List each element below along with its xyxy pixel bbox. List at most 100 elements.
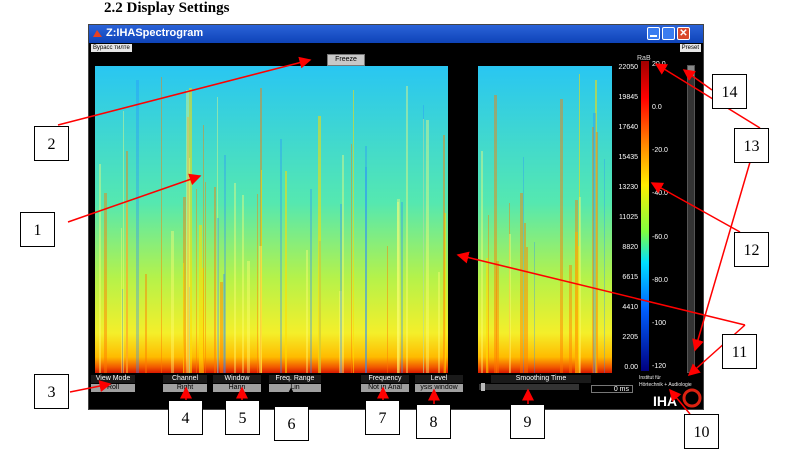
freq-tick: 8820: [622, 244, 638, 251]
spectral-streak: [488, 215, 489, 373]
spectral-streak: [438, 272, 440, 373]
freq-tick: 19845: [618, 94, 638, 101]
spectral-streak: [509, 234, 511, 373]
frequency-value[interactable]: Not in Anal: [361, 384, 409, 392]
spectral-streak: [596, 132, 598, 373]
menu-bar: Вурасс тилте Preset: [89, 43, 703, 53]
spectral-streak: [234, 183, 236, 373]
callout-11: 11: [722, 334, 757, 369]
app-icon: [93, 30, 102, 37]
spectral-streak: [443, 135, 445, 373]
freeze-button[interactable]: Freeze: [327, 54, 365, 66]
spectral-streak: [387, 246, 388, 373]
slider-knob[interactable]: [481, 383, 485, 391]
spectral-streak: [220, 282, 223, 373]
level-tick: -80.0: [652, 276, 668, 284]
window-control[interactable]: Window Hann: [213, 375, 261, 392]
maximize-button[interactable]: [662, 27, 675, 40]
spectral-streak: [189, 158, 190, 373]
logo-ring-icon: [682, 388, 702, 408]
level-tick: -100: [652, 319, 667, 327]
spectral-streak: [189, 287, 190, 373]
frequency-control[interactable]: Frequency Not in Anal: [361, 375, 409, 392]
spectral-streak: [122, 289, 123, 373]
view-mode-control[interactable]: View Mode Roll: [91, 375, 135, 392]
level-label: Level: [415, 375, 463, 383]
freq-tick: 6615: [622, 274, 638, 281]
smoothing-time-slider[interactable]: [479, 383, 579, 391]
channel-label: Channel: [163, 375, 207, 383]
spectral-streak: [242, 195, 244, 373]
spectral-streak: [569, 265, 572, 373]
spectral-streak: [397, 199, 400, 373]
callout-7: 7: [365, 400, 400, 435]
spectral-streak: [423, 105, 424, 373]
level-value[interactable]: ysis window: [415, 384, 463, 392]
level-scrollbar[interactable]: [687, 65, 695, 373]
spectral-streak: [340, 204, 342, 373]
spectrogram-right: [478, 66, 612, 373]
window-value[interactable]: Hann: [213, 384, 261, 392]
channel-value[interactable]: Right: [163, 384, 207, 392]
spectral-streak: [223, 274, 225, 373]
spectral-streak: [214, 187, 216, 373]
spectral-streak: [579, 197, 581, 373]
spectral-streak: [217, 97, 218, 373]
freq-range-value[interactable]: Lin: [269, 384, 321, 392]
preset-button[interactable]: Preset: [679, 44, 701, 52]
level-tick: -40.0: [652, 190, 668, 198]
spectral-streak: [123, 111, 124, 373]
spectral-streak: [496, 261, 499, 373]
spectral-streak: [217, 218, 219, 373]
callout-14: 14: [712, 74, 747, 109]
freq-range-control[interactable]: Freq. Range Lin: [269, 375, 321, 392]
menu-left-label[interactable]: Вурасс тилте: [91, 44, 132, 52]
spectral-streak: [285, 171, 287, 373]
spectral-streak: [202, 268, 204, 373]
callout-3: 3: [34, 374, 69, 409]
spectral-streak: [126, 202, 128, 373]
spectral-streak: [196, 189, 197, 373]
spectral-streak: [189, 88, 192, 373]
callout-4: 4: [168, 400, 203, 435]
spectral-streak: [353, 90, 354, 373]
spectral-streak: [199, 225, 202, 373]
level-control[interactable]: Level ysis window: [415, 375, 463, 392]
scroll-thumb[interactable]: [688, 66, 694, 76]
spectral-streak: [423, 119, 424, 373]
spectral-streak: [318, 116, 321, 373]
freq-tick: 13230: [618, 184, 638, 191]
level-unit-label: RaB: [637, 55, 651, 62]
spectral-streak: [575, 200, 578, 373]
spectral-streak: [365, 167, 367, 373]
spectral-streak: [604, 159, 605, 373]
spectral-streak: [280, 139, 282, 373]
freq-tick: 17640: [618, 124, 638, 131]
minimize-button[interactable]: [647, 27, 660, 40]
spectrogram-window: Z:IHASpectrogram ✕ Вурасс тилте Preset F…: [88, 24, 704, 410]
view-mode-value[interactable]: Roll: [91, 384, 135, 392]
freq-tick: 15435: [618, 154, 638, 161]
callout-13: 13: [734, 128, 769, 163]
spectral-streak: [183, 197, 186, 373]
smoothing-time-value: 0 ms: [591, 385, 633, 393]
spectral-streak: [560, 99, 563, 373]
spectral-streak: [126, 151, 128, 373]
channel-control[interactable]: Channel Right: [163, 375, 207, 392]
callout-6: 6: [274, 406, 309, 441]
section-heading: 2.2 Display Settings: [104, 0, 230, 16]
spectral-streak: [203, 125, 204, 373]
spectral-streak: [205, 182, 206, 373]
title-bar[interactable]: Z:IHASpectrogram ✕: [89, 25, 703, 43]
spectral-streak: [187, 117, 189, 373]
spectral-streak: [481, 151, 483, 373]
level-tick: -20.0: [652, 147, 668, 155]
callout-1: 1: [20, 212, 55, 247]
logo-line2: Hörtechnik + Audiologie: [639, 382, 692, 388]
close-button[interactable]: ✕: [677, 27, 690, 40]
view-mode-label: View Mode: [91, 375, 135, 383]
spectral-streak: [592, 127, 594, 373]
level-tick: 20.0: [652, 61, 666, 68]
spectral-streak: [257, 194, 258, 373]
color-scale-bar: [641, 61, 649, 371]
